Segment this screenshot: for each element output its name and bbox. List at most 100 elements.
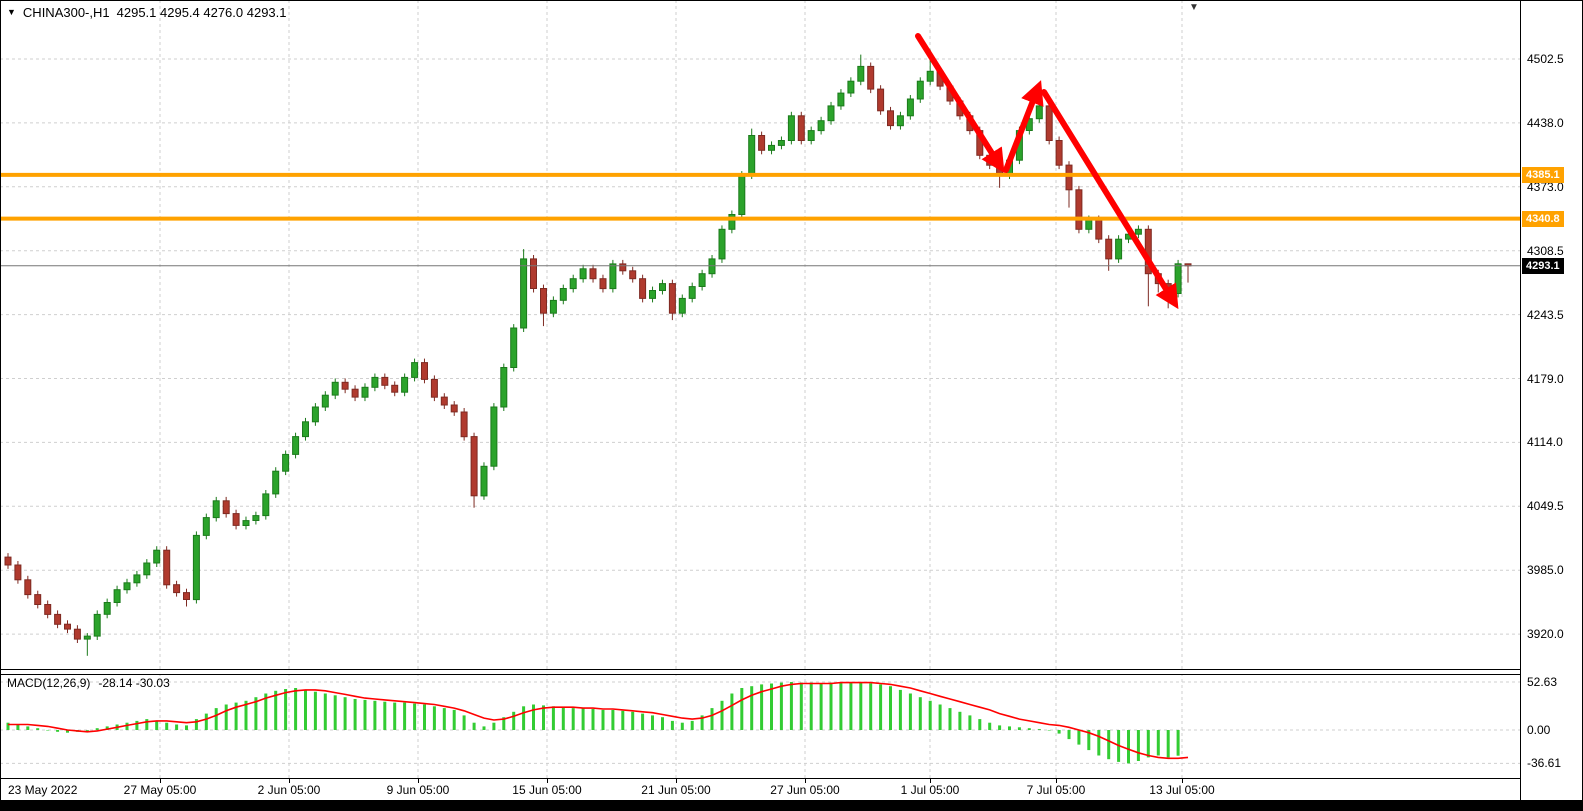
- candle: [103, 598, 111, 619]
- candle: [768, 141, 775, 155]
- panel-separator[interactable]: [0, 669, 1520, 675]
- candle: [331, 378, 339, 400]
- macd-axis-label: 52.63: [1527, 675, 1558, 689]
- macd-grid-layer: [0, 673, 1520, 778]
- time-axis-tick: [289, 779, 290, 783]
- candle: [222, 496, 230, 518]
- candle: [480, 462, 488, 500]
- candle: [659, 279, 666, 295]
- candle: [728, 210, 736, 234]
- time-axis-tick: [1056, 779, 1057, 783]
- price-axis-label: 4308.5: [1527, 243, 1564, 258]
- macd-name-label: MACD(12,26,9): [7, 676, 91, 690]
- candle: [569, 274, 577, 293]
- price-axis-label: 4373.0: [1527, 179, 1564, 194]
- candle: [153, 546, 161, 567]
- candle: [837, 89, 845, 110]
- candle: [678, 294, 686, 318]
- price-axis-label: 3920.0: [1527, 627, 1564, 642]
- chart-shift-marker-icon[interactable]: ▼: [1189, 2, 1199, 13]
- candle: [173, 580, 181, 597]
- trend-arrow[interactable]: [1041, 89, 1179, 310]
- candle: [460, 408, 468, 441]
- time-axis-label: 7 Jul 05:00: [1026, 783, 1086, 797]
- time-axis-label: 23 May 2022: [8, 783, 78, 797]
- symbol-header: ▼ CHINA300-,H1 4295.1 4295.4 4276.0 4293…: [7, 5, 287, 20]
- candle: [777, 136, 785, 150]
- candle: [34, 590, 42, 609]
- candle: [758, 131, 766, 155]
- candle: [500, 363, 508, 411]
- time-axis-label: 21 Jun 05:00: [641, 783, 711, 797]
- candle: [83, 633, 91, 656]
- candle: [183, 588, 190, 607]
- price-axis-label: 4502.5: [1527, 52, 1564, 66]
- time-axis[interactable]: 23 May 2022 27 May 05:00 2 Jun 05:00 9 Jun …: [0, 778, 1583, 801]
- candle: [549, 296, 557, 318]
- candle: [668, 279, 676, 321]
- window-bottom-edge: [0, 800, 1583, 811]
- candle: [192, 531, 200, 604]
- symbol-dropdown-icon[interactable]: ▼: [7, 7, 16, 17]
- candle: [629, 266, 637, 283]
- candle: [73, 625, 81, 643]
- candle: [649, 286, 656, 303]
- candlestick-chart[interactable]: [0, 0, 1520, 669]
- candle: [817, 116, 825, 135]
- candle: [559, 284, 567, 305]
- candle: [1184, 263, 1192, 283]
- candle: [579, 264, 587, 283]
- candle: [282, 450, 290, 476]
- macd-indicator-header: MACD(12,26,9) -28.14 -30.03: [7, 676, 170, 690]
- candle: [54, 610, 62, 629]
- symbol-timeframe-label: CHINA300-,H1: [22, 5, 110, 20]
- macd-indicator-chart[interactable]: [0, 673, 1520, 778]
- time-axis-tick: [418, 779, 419, 783]
- grid-layer: [0, 0, 1520, 669]
- time-axis-label: 15 Jun 05:00: [512, 783, 582, 797]
- time-axis-label: 9 Jun 05:00: [386, 783, 450, 797]
- price-axis-label: 4114.0: [1527, 435, 1563, 450]
- macd-values-label: -28.14 -30.03: [98, 676, 170, 690]
- candle: [421, 358, 428, 384]
- candle: [906, 95, 914, 120]
- price-axis-label: 4049.5: [1527, 499, 1564, 514]
- candle: [718, 225, 726, 263]
- candle: [292, 432, 300, 459]
- time-axis-label: 1 Jul 05:00: [900, 783, 960, 797]
- candle: [202, 513, 210, 540]
- candle: [143, 559, 151, 579]
- candle: [311, 403, 319, 426]
- trend-arrow[interactable]: [1003, 80, 1044, 173]
- candle: [212, 496, 220, 522]
- candle: [639, 274, 647, 303]
- price-axis-label: 3985.0: [1527, 563, 1564, 578]
- candle: [520, 249, 528, 332]
- time-axis-tick: [160, 779, 161, 783]
- candle: [321, 391, 329, 411]
- time-axis-label: 13 Jul 05:00: [1149, 783, 1215, 797]
- candle: [847, 77, 855, 97]
- candle: [857, 54, 865, 86]
- candle: [113, 585, 121, 607]
- candle: [589, 264, 597, 283]
- candle: [867, 62, 875, 94]
- candle: [470, 432, 478, 508]
- candle: [1065, 161, 1073, 208]
- candle: [540, 284, 547, 327]
- price-axis[interactable]: 4502.5 4438.0 4373.0 4308.5 4243.5 4179.0 4114…: [1520, 0, 1583, 800]
- time-axis-tick: [1182, 779, 1183, 783]
- candle: [1134, 225, 1142, 239]
- trend-arrow[interactable]: [915, 33, 1005, 174]
- candle: [14, 561, 22, 584]
- candle: [24, 575, 32, 599]
- candle: [123, 578, 131, 594]
- time-axis-tick: [676, 779, 677, 783]
- candle: [599, 274, 607, 293]
- candle: [1115, 235, 1123, 263]
- candle: [1105, 235, 1113, 271]
- candle: [4, 553, 12, 569]
- candle: [916, 77, 924, 103]
- candle: [401, 373, 409, 397]
